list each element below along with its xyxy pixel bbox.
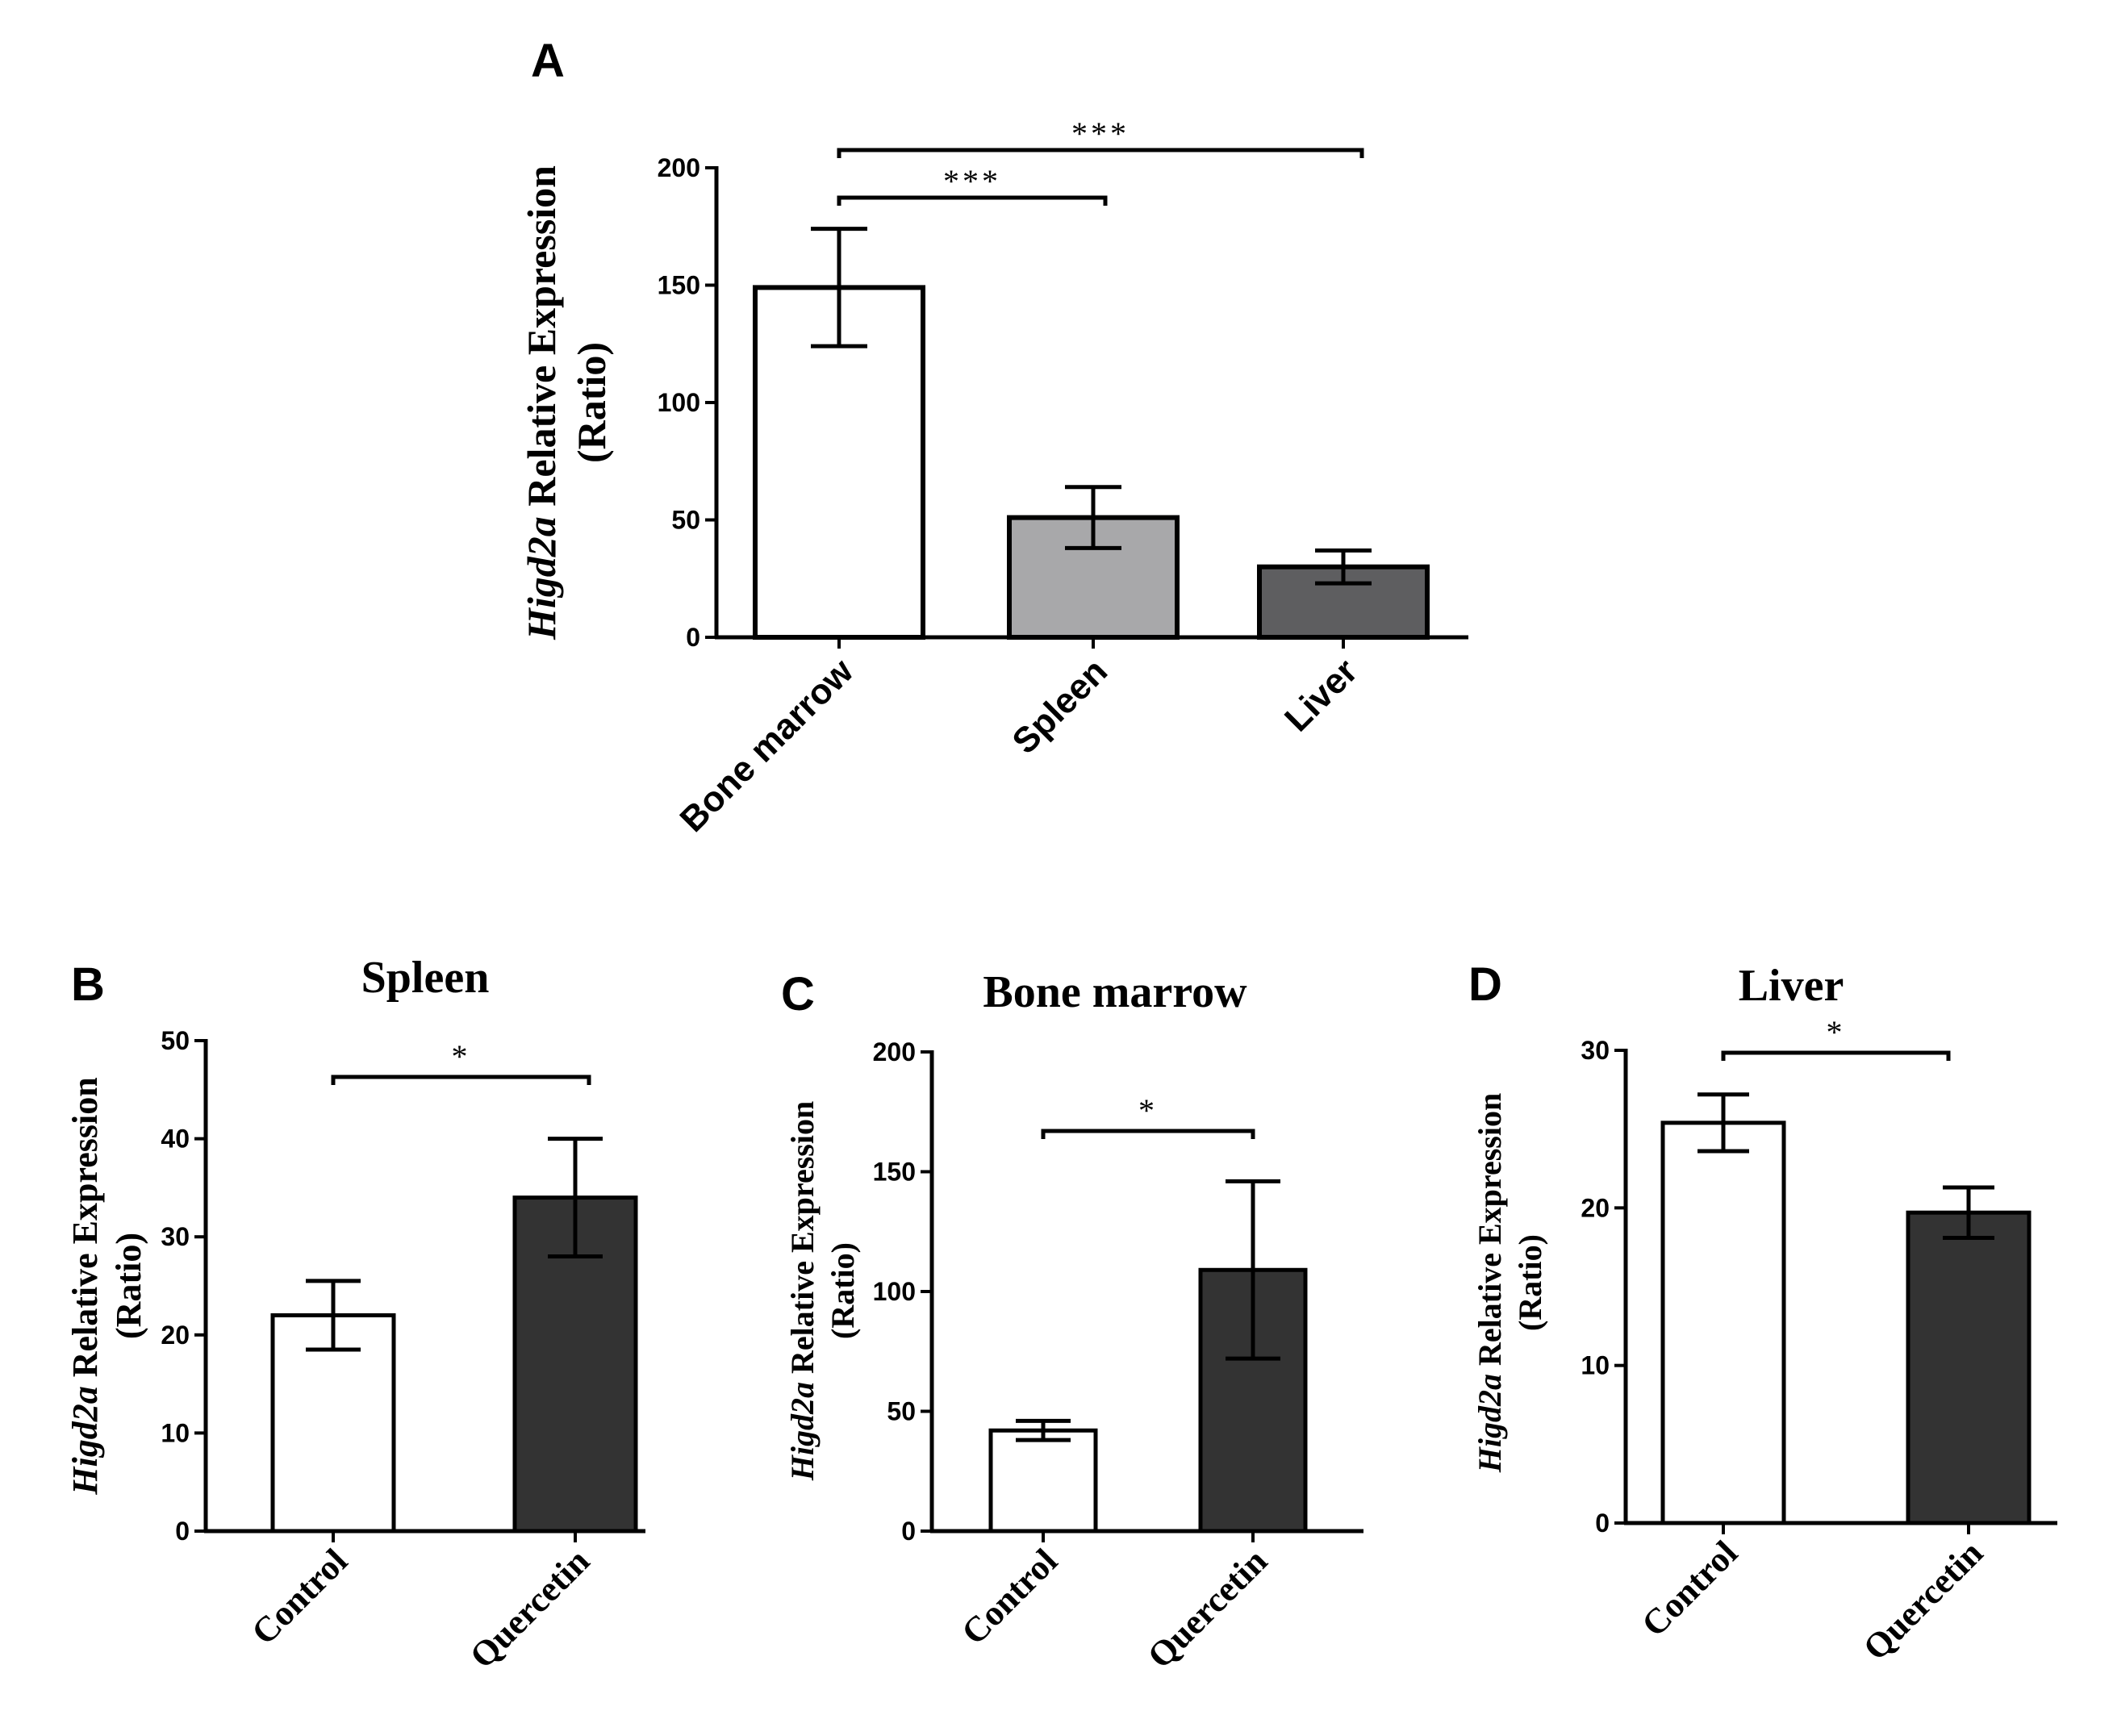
panel-letter: C <box>781 968 815 1020</box>
y-axis-gene: Higd2a <box>1472 1374 1508 1473</box>
y-tick-label: 0 <box>175 1517 190 1546</box>
panel-title: Bone marrow <box>983 967 1247 1017</box>
bar-quercetin <box>1906 1210 2032 1525</box>
x-category-label: Control <box>1634 1533 1745 1644</box>
panel-d: D Liver Higd2a Relative Expression (Ratio) 0… <box>1468 958 2057 1668</box>
y-axis-gene: Higd2a <box>784 1382 821 1481</box>
significance-bracket <box>1721 1050 1951 1061</box>
significance-label: *** <box>1071 115 1130 152</box>
panel-letter: B <box>71 958 105 1011</box>
x-category-label: Control <box>244 1541 355 1652</box>
y-tick-label: 150 <box>873 1158 916 1187</box>
y-tick-label: 50 <box>161 1026 190 1055</box>
significance-label: * <box>452 1038 471 1075</box>
significance-label: * <box>1138 1092 1158 1129</box>
y-axis-label: Higd2a Relative Expression (Ratio) <box>519 165 614 641</box>
y-axis-label-rest: Relative Expression <box>784 1101 821 1382</box>
y-axis-label-rest: Relative Expression <box>519 165 564 516</box>
y-tick-label: 10 <box>1581 1351 1610 1380</box>
y-axis-label: Higd2a Relative Expression (Ratio) <box>1472 1093 1548 1473</box>
x-category-label: Quercetin <box>1856 1533 1990 1667</box>
y-axis-gene: Higd2a <box>519 516 564 641</box>
y-tick-label: 20 <box>161 1321 190 1350</box>
y-tick-label: 200 <box>873 1037 916 1066</box>
y-tick-label: 100 <box>873 1277 916 1306</box>
y-axis-label-line1: Higd2a Relative Expression <box>1472 1093 1508 1473</box>
x-category-label: Control <box>954 1541 1065 1652</box>
y-axis-label-rest: Relative Expression <box>65 1077 105 1386</box>
y-axis-label: Higd2a Relative Expression (Ratio) <box>784 1101 861 1481</box>
significance-bracket <box>837 148 1364 158</box>
significance-bracket <box>331 1075 591 1085</box>
significance-label: * <box>1827 1014 1846 1050</box>
panel-letter: D <box>1468 958 1502 1011</box>
y-tick-label: 0 <box>1595 1509 1610 1538</box>
y-tick-label: 150 <box>658 271 700 300</box>
y-tick-label: 100 <box>658 388 700 417</box>
significance-label: *** <box>943 163 1001 199</box>
x-category-label: Bone marrow <box>673 651 862 840</box>
y-tick-label: 30 <box>161 1222 190 1251</box>
bar-control <box>988 1428 1098 1534</box>
y-tick-label: 30 <box>1581 1036 1610 1065</box>
y-axis-label-line1: Higd2a Relative Expression <box>65 1077 105 1495</box>
y-axis-label-line2: (Ratio) <box>109 1233 148 1339</box>
y-tick-label: 0 <box>901 1517 916 1546</box>
x-category-label: Spleen <box>1004 651 1115 762</box>
significance-bracket <box>1041 1129 1255 1139</box>
panel-b: B Spleen Higd2a Relative Expression (Ratio)… <box>65 953 645 1676</box>
x-category-label: Quercetin <box>1140 1541 1275 1675</box>
panel-title: Liver <box>1739 961 1844 1011</box>
y-tick-label: 40 <box>161 1125 190 1154</box>
bar-control <box>1660 1120 1786 1525</box>
y-axis-label-line2: (Ratio) <box>1512 1234 1548 1331</box>
panel-letter: A <box>531 35 565 87</box>
panel-c: C Bone marrow Higd2a Relative Expression (R… <box>781 967 1363 1676</box>
y-axis-label-rest: Relative Expression <box>1472 1093 1508 1374</box>
panel-title: Spleen <box>361 953 490 1003</box>
panel-a: A Higd2a Relative Expression (Ratio) 0 50 100… <box>519 35 1468 840</box>
y-axis-label-line2: (Ratio) <box>825 1242 861 1339</box>
y-axis-label-line1: Higd2a Relative Expression <box>519 165 564 641</box>
y-tick-label: 0 <box>686 623 700 652</box>
y-tick-label: 50 <box>671 506 700 535</box>
x-category-label: Quercetin <box>462 1541 597 1675</box>
y-axis-label-line1: Higd2a Relative Expression <box>784 1101 821 1481</box>
y-axis-label-line2: (Ratio) <box>569 342 614 463</box>
y-tick-label: 20 <box>1581 1193 1610 1222</box>
y-tick-label: 10 <box>161 1418 190 1447</box>
y-axis-label: Higd2a Relative Expression (Ratio) <box>65 1077 148 1495</box>
x-category-label: Liver <box>1277 651 1365 739</box>
significance-bracket <box>837 195 1108 206</box>
y-tick-label: 50 <box>887 1397 916 1426</box>
y-axis-gene: Higd2a <box>65 1386 105 1495</box>
y-tick-label: 200 <box>658 153 700 182</box>
